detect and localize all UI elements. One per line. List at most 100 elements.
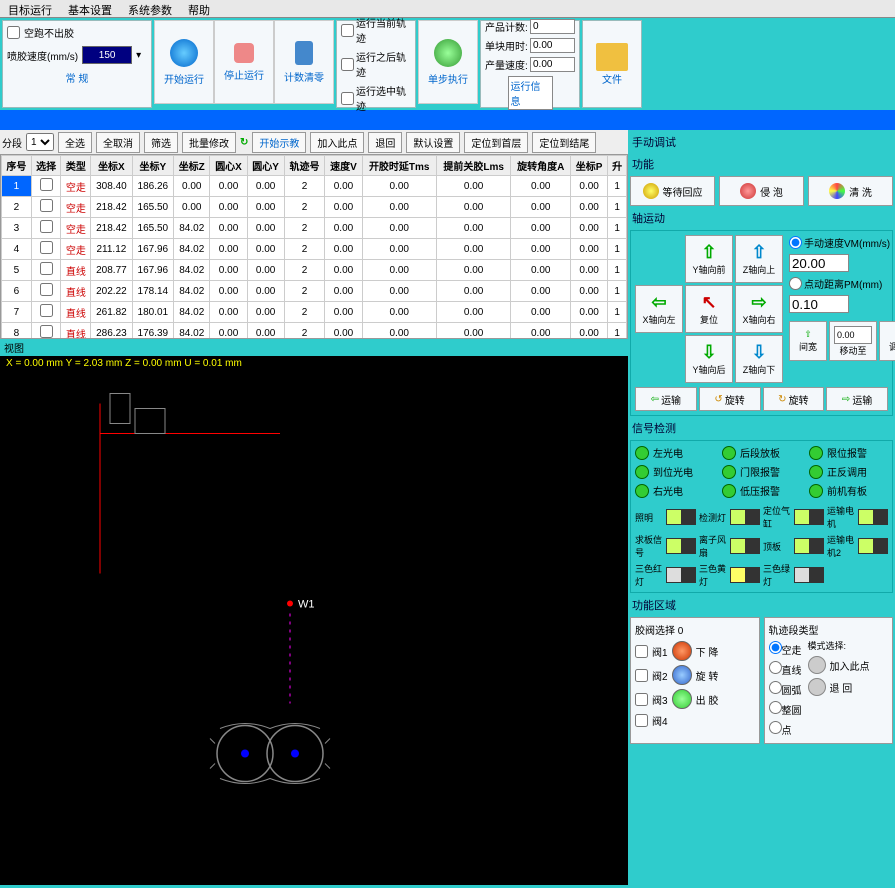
track-point-radio[interactable] xyxy=(769,721,782,734)
narrow-btn[interactable]: ⇩调窄 xyxy=(879,321,895,361)
goto-first-btn[interactable]: 定位到首层 xyxy=(464,132,528,153)
y-forward-btn[interactable]: ⇧Y轴向前 xyxy=(685,235,733,283)
valve2-check[interactable] xyxy=(635,669,648,682)
col-header[interactable]: 类型 xyxy=(61,156,91,176)
stop-button[interactable]: 停止运行 xyxy=(214,20,274,104)
row-check[interactable] xyxy=(40,199,53,212)
col-header[interactable]: 选择 xyxy=(31,156,61,176)
moveto-btn[interactable]: 移动至 xyxy=(829,321,877,361)
table-row[interactable]: 6直线202.22178.1484.020.000.0020.000.000.0… xyxy=(2,281,627,302)
start-button[interactable]: 开始运行 xyxy=(154,20,214,104)
valve3-check[interactable] xyxy=(635,693,648,706)
vm-radio[interactable] xyxy=(789,236,802,249)
valve4-check[interactable] xyxy=(635,714,648,727)
refresh-icon[interactable]: ↻ xyxy=(240,137,248,148)
col-header[interactable]: 速度V xyxy=(325,156,362,176)
soak-btn[interactable]: 侵 泡 xyxy=(719,176,804,206)
col-header[interactable]: 坐标Y xyxy=(132,156,173,176)
menu-item[interactable]: 系统参数 xyxy=(120,0,180,17)
tab-normal[interactable]: 常 规 xyxy=(66,70,89,85)
row-check[interactable] xyxy=(40,178,53,191)
goto-last-btn[interactable]: 定位到结尾 xyxy=(532,132,596,153)
step-button[interactable]: 单步执行 xyxy=(418,20,478,104)
table-row[interactable]: 3空走218.42165.5084.020.000.0020.000.000.0… xyxy=(2,218,627,239)
select-all-btn[interactable]: 全选 xyxy=(58,132,92,153)
x-right-btn[interactable]: ⇨X轴向右 xyxy=(735,285,783,333)
speed-input[interactable] xyxy=(82,46,132,64)
run-after-check[interactable] xyxy=(341,58,354,71)
col-header[interactable]: 坐标X xyxy=(91,156,132,176)
col-header[interactable]: 开胶时延Tms xyxy=(362,156,436,176)
y-back-btn[interactable]: ⇩Y轴向后 xyxy=(685,335,733,383)
signal-toggle[interactable]: 三色黄灯 xyxy=(699,562,760,588)
col-header[interactable]: 圆心X xyxy=(210,156,247,176)
wait-response-btn[interactable]: 等待回应 xyxy=(630,176,715,206)
col-header[interactable]: 升 xyxy=(608,156,627,176)
col-header[interactable]: 旋转角度A xyxy=(511,156,571,176)
run-info[interactable]: 运行信息 xyxy=(508,76,553,110)
clear-count-button[interactable]: 计数清零 xyxy=(274,20,334,104)
signal-toggle[interactable]: 检测灯 xyxy=(699,504,760,530)
pm-input[interactable] xyxy=(789,295,849,313)
row-check[interactable] xyxy=(40,220,53,233)
canvas-view[interactable]: W1 xyxy=(0,372,628,885)
dispense-btn[interactable]: 出 胶 xyxy=(696,692,719,707)
signal-toggle[interactable]: 求板信号 xyxy=(635,533,696,559)
spacing-btn[interactable]: ⇧间宽 xyxy=(789,321,827,361)
file-button[interactable]: 文件 xyxy=(582,20,642,108)
signal-toggle[interactable]: 运输电机 xyxy=(827,504,888,530)
down-btn[interactable]: 下 降 xyxy=(696,644,719,659)
table-row[interactable]: 4空走211.12167.9684.020.000.0020.000.000.0… xyxy=(2,239,627,260)
batch-edit-btn[interactable]: 批量修改 xyxy=(182,132,236,153)
rotate-btn[interactable]: 旋 转 xyxy=(696,668,719,683)
signal-toggle[interactable]: 顶板 xyxy=(763,533,824,559)
z-up-btn[interactable]: ⇧Z轴向上 xyxy=(735,235,783,283)
menu-item[interactable]: 基本设置 xyxy=(60,0,120,17)
signal-toggle[interactable]: 照明 xyxy=(635,504,696,530)
signal-toggle[interactable]: 离子风扇 xyxy=(699,533,760,559)
deselect-all-btn[interactable]: 全取消 xyxy=(96,132,140,153)
track-arc-radio[interactable] xyxy=(769,681,782,694)
clean-btn[interactable]: 清 洗 xyxy=(808,176,893,206)
col-header[interactable]: 圆心Y xyxy=(247,156,284,176)
row-check[interactable] xyxy=(40,325,53,338)
reset-btn[interactable]: ↖复位 xyxy=(685,285,733,333)
table-row[interactable]: 8直线286.23176.3984.020.000.0020.000.000.0… xyxy=(2,323,627,340)
add-point-btn[interactable]: 加入此点 xyxy=(310,132,364,153)
run-current-check[interactable] xyxy=(341,24,354,37)
rotate-cw-btn[interactable]: ↻旋转 xyxy=(763,387,825,411)
track-line-radio[interactable] xyxy=(769,661,782,674)
row-check[interactable] xyxy=(40,262,53,275)
col-header[interactable]: 坐标P xyxy=(571,156,608,176)
add-point-btn2[interactable]: 加入此点 xyxy=(808,656,870,674)
rotate-ccw-btn[interactable]: ↺旋转 xyxy=(699,387,761,411)
start-teach-btn[interactable]: 开始示教 xyxy=(252,132,306,153)
track-empty-radio[interactable] xyxy=(769,641,782,654)
track-circle-radio[interactable] xyxy=(769,701,782,714)
col-header[interactable]: 轨迹号 xyxy=(284,156,325,176)
default-btn[interactable]: 默认设置 xyxy=(406,132,460,153)
x-left-btn[interactable]: ⇦X轴向左 xyxy=(635,285,683,333)
row-check[interactable] xyxy=(40,304,53,317)
col-header[interactable]: 序号 xyxy=(2,156,32,176)
run-selected-check[interactable] xyxy=(341,92,354,105)
table-row[interactable]: 5直线208.77167.9684.020.000.0020.000.000.0… xyxy=(2,260,627,281)
table-row[interactable]: 1空走308.40186.260.000.000.0020.000.000.00… xyxy=(2,176,627,197)
valve1-check[interactable] xyxy=(635,645,648,658)
no-glue-checkbox[interactable] xyxy=(7,26,20,39)
menu-item[interactable]: 目标运行 xyxy=(0,0,60,17)
data-table[interactable]: 序号选择类型坐标X坐标Y坐标Z圆心X圆心Y轨迹号速度V开胶时延Tms提前关胶Lm… xyxy=(0,154,628,339)
segment-select[interactable]: 1 xyxy=(26,133,54,151)
transport-left-btn[interactable]: ⇦运输 xyxy=(635,387,697,411)
back-btn2[interactable]: 退 回 xyxy=(808,678,870,696)
back-btn[interactable]: 退回 xyxy=(368,132,402,153)
row-check[interactable] xyxy=(40,241,53,254)
dropdown-icon[interactable]: ▾ xyxy=(136,50,141,61)
transport-right-btn[interactable]: ⇨运输 xyxy=(826,387,888,411)
signal-toggle[interactable]: 三色绿灯 xyxy=(763,562,824,588)
vm-input[interactable] xyxy=(789,254,849,272)
signal-toggle[interactable]: 三色红灯 xyxy=(635,562,696,588)
filter-btn[interactable]: 筛选 xyxy=(144,132,178,153)
signal-toggle[interactable]: 定位气缸 xyxy=(763,504,824,530)
z-down-btn[interactable]: ⇩Z轴向下 xyxy=(735,335,783,383)
